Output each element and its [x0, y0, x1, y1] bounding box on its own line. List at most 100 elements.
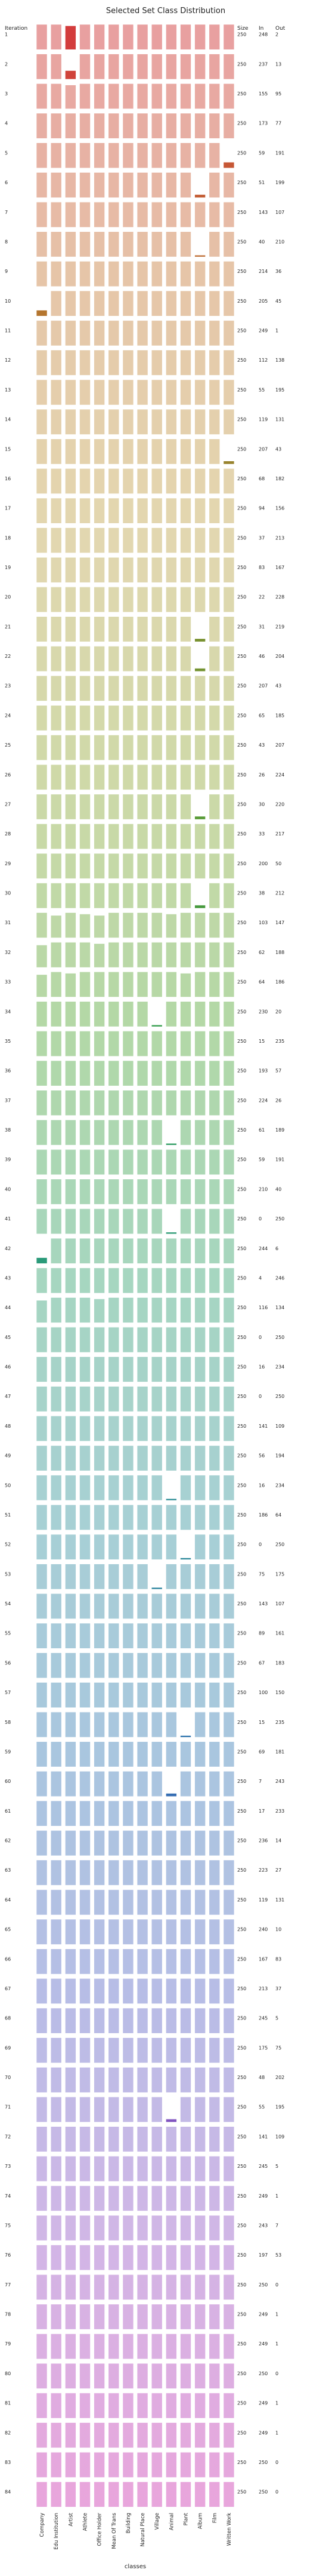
size-value: 250: [237, 1275, 246, 1281]
class-bar: [180, 2097, 191, 2123]
class-bar: [51, 1801, 61, 1826]
class-bar: [123, 1860, 134, 1885]
class-bar: [94, 1860, 105, 1885]
class-bar: [209, 824, 220, 849]
class-bar: [151, 1949, 162, 1974]
class-bar: [194, 202, 206, 228]
class-bar: [209, 83, 220, 109]
class-bar: [137, 1919, 148, 1944]
class-bar: [79, 883, 91, 908]
class-bar: [209, 1327, 220, 1353]
class-bar: [94, 2422, 105, 2448]
in-value: 250: [259, 2371, 268, 2376]
size-value: 250: [237, 1601, 246, 1606]
class-bar: [166, 2008, 177, 2034]
class-bar: [224, 1327, 234, 1353]
class-bar: [36, 1593, 47, 1619]
class-bar: [224, 942, 234, 968]
class-bar: [79, 1416, 91, 1441]
class-bar: [194, 2452, 206, 2478]
size-column-header: Size: [237, 26, 249, 32]
class-bar: [108, 646, 119, 672]
in-value: 61: [259, 1127, 265, 1133]
class-bar: [166, 972, 177, 997]
class-bar: [51, 1623, 61, 1649]
class-bar: [151, 1593, 162, 1619]
class-bar: [123, 706, 134, 731]
iteration-label: 82: [5, 2430, 11, 2435]
class-bar: [137, 54, 148, 79]
size-value: 250: [237, 1127, 246, 1133]
class-bar: [79, 380, 91, 405]
iteration-label: 33: [5, 980, 11, 985]
iteration-label: 71: [5, 2105, 11, 2110]
iteration-row: 59 250 69 181: [5, 1742, 284, 1767]
class-bar: [65, 1357, 76, 1382]
out-value: 175: [275, 1571, 284, 1577]
class-bar: [108, 1179, 119, 1204]
class-bar: [65, 1593, 76, 1619]
iteration-label: 68: [5, 2016, 11, 2021]
class-bar: [51, 291, 61, 316]
size-value: 250: [237, 891, 246, 896]
iteration-row: 69 250 175 75: [5, 2037, 281, 2063]
class-bar: [108, 706, 119, 731]
class-bar: [166, 498, 177, 523]
class-bar: [123, 1801, 134, 1826]
class-bar: [51, 557, 61, 583]
class-bar: [224, 1978, 234, 2004]
class-bar: [151, 883, 162, 908]
out-value: 207: [275, 742, 284, 748]
class-bar: [180, 498, 191, 523]
class-bar: [51, 1297, 61, 1323]
size-value: 250: [237, 1809, 246, 1814]
iteration-label: 29: [5, 861, 11, 866]
class-bar: [137, 2067, 148, 2093]
iteration-row: 63 250 223 27: [5, 1860, 281, 1885]
class-bar: [36, 824, 47, 849]
class-bar: [209, 2422, 220, 2448]
class-bar: [94, 350, 105, 375]
class-bar: [79, 1268, 91, 1293]
class-bar: [123, 2363, 134, 2389]
class-bar: [65, 232, 76, 257]
class-bar: [79, 1386, 91, 1412]
class-bar: [65, 765, 76, 790]
class-bar: [94, 439, 105, 464]
in-value: 15: [259, 1720, 265, 1725]
class-bar: [79, 439, 91, 464]
class-bar: [180, 853, 191, 879]
class-bar: [94, 1505, 105, 1530]
class-bar: [137, 972, 148, 997]
size-value: 250: [237, 2430, 246, 2435]
class-bar: [194, 972, 206, 997]
class-bar: [51, 2452, 61, 2478]
iteration-row: 41 250 0 250: [5, 1208, 284, 1234]
iteration-label: 67: [5, 1986, 11, 1991]
class-bar: [36, 2215, 47, 2241]
class-bar: [194, 255, 206, 257]
class-bar: [137, 2422, 148, 2448]
class-bar: [194, 1801, 206, 1826]
class-bar: [180, 1357, 191, 1382]
size-value: 250: [237, 1068, 246, 1074]
iteration-label: 22: [5, 654, 11, 659]
class-bar: [209, 1742, 220, 1767]
class-bar: [151, 1238, 162, 1264]
class-bar: [224, 1179, 234, 1204]
class-bar: [108, 1564, 119, 1589]
class-bar: [65, 261, 76, 287]
class-bar: [151, 321, 162, 346]
size-value: 250: [237, 1956, 246, 1962]
class-bar: [194, 2097, 206, 2123]
class-bar: [108, 972, 119, 997]
in-value: 155: [259, 91, 268, 97]
class-bar: [51, 113, 61, 139]
class-bar: [108, 1890, 119, 1915]
size-value: 250: [237, 1720, 246, 1725]
class-bar: [65, 2186, 76, 2211]
class-bar: [79, 2037, 91, 2063]
class-bar: [108, 1090, 119, 1115]
size-value: 250: [237, 595, 246, 600]
class-bar: [79, 409, 91, 434]
